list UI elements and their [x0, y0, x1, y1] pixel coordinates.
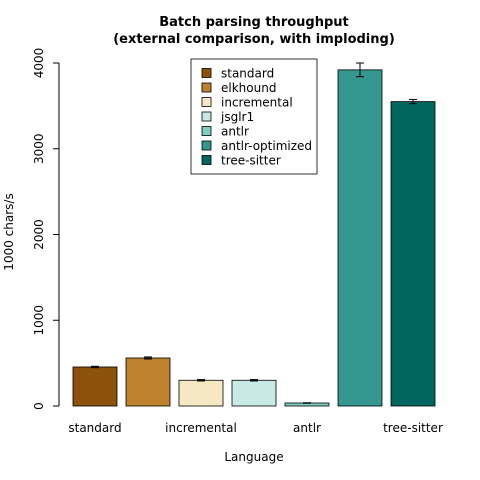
x-tick-label: standard: [68, 421, 121, 435]
error-bar-incremental: [197, 379, 205, 382]
chart-title-line-2: (external comparison, with imploding): [113, 32, 395, 47]
legend-swatch-elkhound: [201, 82, 212, 93]
chart-title-line-1: Batch parsing throughput: [159, 15, 349, 30]
y-axis: 0 1000 2000 3000 4000: [32, 48, 60, 410]
legend-label-elkhound: elkhound: [221, 81, 276, 95]
y-axis-label: 1000 chars/s: [2, 193, 16, 270]
error-bar-elkhound: [144, 356, 152, 360]
y-tick-label: 3000: [32, 133, 46, 164]
legend-label-incremental: incremental: [221, 96, 293, 110]
x-tick-label: incremental: [165, 421, 237, 435]
y-tick-label: 4000: [32, 48, 46, 79]
legend-swatch-antlr: [201, 126, 212, 136]
legend-label-jsglr1: jsglr1: [220, 110, 254, 124]
legend-label-antlr-optimized: antlr-optimized: [221, 139, 312, 153]
x-axis-tick-labels: standard incremental antlr tree-sitter: [68, 421, 443, 435]
error-bars: [91, 62, 417, 404]
y-tick-label: 2000: [32, 219, 46, 250]
x-tick-label: antlr: [293, 421, 321, 435]
bar-standard: [72, 366, 118, 407]
bar-antlr-optimized: [337, 69, 383, 407]
x-axis-label: Language: [224, 450, 283, 464]
bar-tree-sitter: [390, 101, 436, 407]
bar-jsglr1: [231, 379, 277, 407]
legend-swatch-jsglr1: [201, 111, 212, 122]
legend-label-tree-sitter: tree-sitter: [221, 154, 281, 168]
y-tick-label: 1000: [32, 305, 46, 336]
error-bar-tree-sitter: [409, 98, 417, 105]
legend-swatch-standard: [201, 68, 212, 78]
error-bar-jsglr1: [250, 379, 258, 382]
legend-swatch-antlr-optimized: [201, 140, 212, 151]
error-bar-antlr-optimized: [356, 62, 364, 78]
legend-label-standard: standard: [221, 67, 274, 81]
legend: standardelkhoundincrementaljsglr1antlran…: [190, 58, 318, 175]
bar-incremental: [178, 379, 224, 407]
legend-label-antlr: antlr: [221, 125, 249, 139]
legend-swatch-incremental: [201, 97, 212, 107]
legend-box: [190, 58, 318, 175]
x-tick-label: tree-sitter: [383, 421, 443, 435]
legend-swatch-tree-sitter: [201, 155, 212, 165]
error-bar-antlr: [303, 402, 311, 404]
bar-elkhound: [125, 357, 171, 407]
y-tick-label: 0: [32, 402, 46, 410]
error-bar-standard: [91, 365, 99, 369]
